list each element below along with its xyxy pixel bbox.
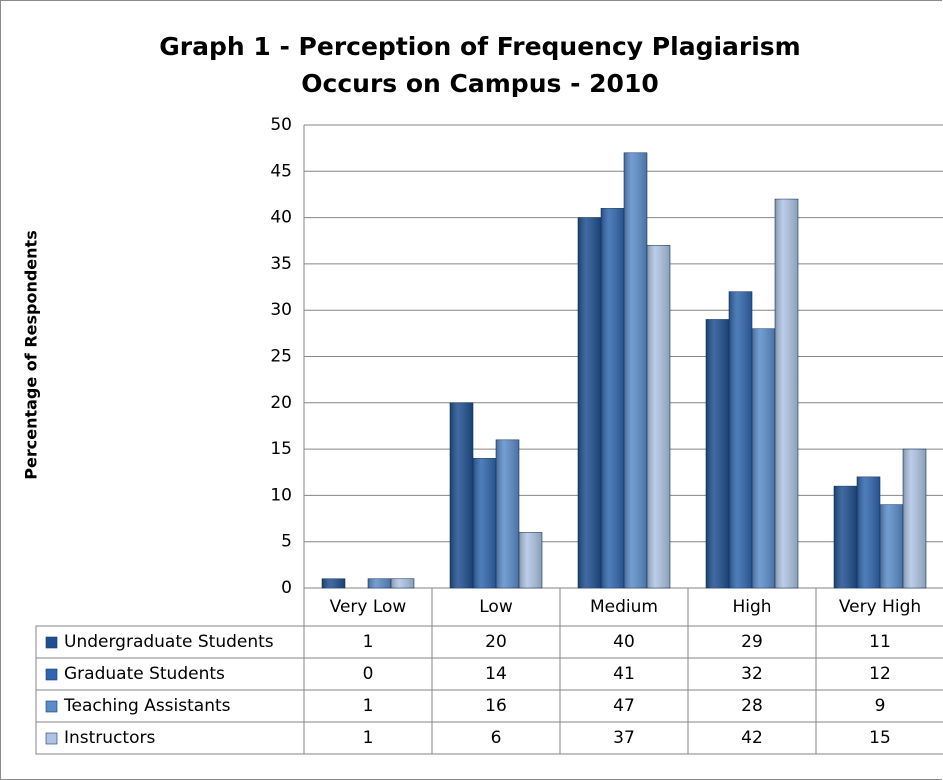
bar-shade <box>903 449 926 588</box>
legend-marker <box>45 732 58 745</box>
table-value: 1 <box>363 728 374 748</box>
bar-shade <box>775 199 798 588</box>
bar-shade <box>322 578 345 588</box>
bar-shade <box>450 402 473 588</box>
legend-marker <box>45 636 58 649</box>
table-value: 20 <box>485 632 507 652</box>
y-axis-label: Percentage of Respondents <box>22 230 41 479</box>
y-tick-label: 15 <box>270 439 292 459</box>
table-value: 14 <box>485 664 507 684</box>
y-tick-label: 40 <box>270 208 292 228</box>
y-tick-label: 50 <box>270 115 292 135</box>
table-value: 37 <box>613 728 635 748</box>
bar-shade <box>496 439 519 588</box>
table-value: 15 <box>869 728 891 748</box>
bar-shade <box>706 319 729 588</box>
y-tick-label: 45 <box>270 161 292 181</box>
bar-shade <box>601 208 624 588</box>
table-value: 29 <box>741 632 763 652</box>
table-value: 47 <box>613 696 635 716</box>
legend-label: Graduate Students <box>64 664 225 684</box>
x-tick-label: Medium <box>590 597 658 617</box>
table-row <box>35 721 943 755</box>
table-value: 40 <box>613 632 635 652</box>
table-value: 28 <box>741 696 763 716</box>
bar-shade <box>752 328 775 588</box>
y-tick-label: 10 <box>270 485 292 505</box>
x-tick-label: Very High <box>839 597 921 617</box>
table-value: 6 <box>491 728 502 748</box>
x-tick-label: High <box>732 597 771 617</box>
y-tick-label: 20 <box>270 393 292 413</box>
table-value: 16 <box>485 696 507 716</box>
y-tick-label: 35 <box>270 254 292 274</box>
table-value: 0 <box>363 664 374 684</box>
legend-label: Instructors <box>64 728 155 748</box>
legend-label: Teaching Assistants <box>63 696 231 716</box>
bar-shade <box>880 504 903 588</box>
table-value: 9 <box>875 696 886 716</box>
table-value: 32 <box>741 664 763 684</box>
legend-label: Undergraduate Students <box>64 632 274 652</box>
bar-shade <box>857 476 880 588</box>
bar-shade <box>834 486 857 588</box>
bar-shade <box>519 532 542 588</box>
x-tick-label: Low <box>479 597 513 617</box>
table-value: 12 <box>869 664 891 684</box>
bar-shade <box>578 217 601 588</box>
y-tick-label: 0 <box>281 578 292 598</box>
table-value: 1 <box>363 696 374 716</box>
table-value: 42 <box>741 728 763 748</box>
bar-shade <box>473 458 496 588</box>
table-value: 11 <box>869 632 891 652</box>
y-tick-label: 5 <box>281 532 292 552</box>
y-tick-label: 30 <box>270 300 292 320</box>
bar-shade <box>647 245 670 588</box>
bar-shade <box>391 578 414 588</box>
x-tick-label: Very Low <box>330 597 407 617</box>
legend-marker <box>45 668 58 681</box>
bar-shade <box>368 578 391 588</box>
y-tick-label: 25 <box>270 347 292 367</box>
bar-shade <box>729 291 752 588</box>
legend-marker <box>45 700 58 713</box>
bar-shade <box>624 152 647 588</box>
table-value: 41 <box>613 664 635 684</box>
table-value: 1 <box>363 632 374 652</box>
chart-title: Graph 1 - Perception of Frequency Plagia… <box>159 32 801 98</box>
